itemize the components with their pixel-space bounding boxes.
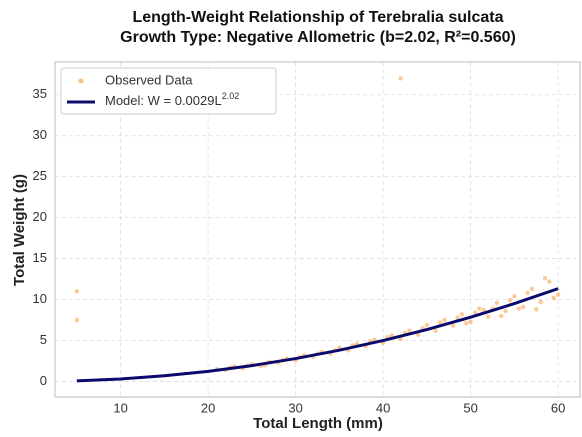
data-point — [503, 308, 508, 314]
x-axis-label: Total Length (mm) — [253, 415, 383, 432]
data-point — [494, 300, 500, 306]
data-point — [551, 295, 556, 301]
data-point — [477, 306, 482, 311]
y-tick-label: 15 — [33, 250, 47, 265]
data-point — [450, 323, 456, 328]
x-tick-label: 50 — [463, 400, 477, 415]
y-tick-label: 35 — [33, 86, 47, 101]
legend-exponent: 2.02 — [222, 91, 240, 101]
data-point — [529, 286, 535, 292]
y-tick-label: 5 — [40, 332, 47, 347]
data-point — [534, 307, 539, 312]
chart-title: Length-Weight Relationship of Terebralia… — [132, 9, 503, 26]
data-point — [499, 313, 504, 319]
data-point — [74, 289, 80, 294]
y-tick-label: 20 — [33, 209, 47, 224]
y-tick-label: 0 — [40, 373, 47, 388]
data-point — [516, 306, 521, 311]
data-point — [433, 328, 438, 333]
model-line — [76, 287, 559, 383]
data-point — [442, 317, 447, 323]
data-point — [525, 290, 530, 296]
data-point — [472, 310, 478, 315]
plot-frame — [54, 61, 581, 398]
data-point — [520, 304, 526, 310]
data-point — [542, 276, 548, 281]
legend-marker — [78, 78, 84, 84]
data-point — [468, 319, 473, 324]
legend-box — [60, 67, 277, 115]
y-axis-label: Total Weight (g) — [11, 174, 28, 286]
data-point — [415, 332, 421, 337]
x-tick-label: 60 — [551, 400, 565, 415]
chart-subtitle: Growth Type: Negative Allometric (b=2.02… — [120, 29, 516, 46]
x-tick-label: 10 — [113, 400, 127, 415]
y-tick-label: 25 — [33, 168, 47, 183]
data-point — [555, 292, 561, 297]
data-point — [398, 76, 403, 81]
data-point — [512, 294, 517, 299]
legend-label: Observed Data — [105, 72, 193, 87]
x-tick-label: 30 — [288, 400, 302, 415]
x-tick-label: 20 — [201, 400, 215, 415]
data-point — [74, 317, 80, 323]
data-point — [459, 312, 465, 317]
data-point — [507, 298, 513, 303]
data-point — [547, 279, 552, 284]
y-tick-label: 10 — [33, 291, 47, 306]
legend-text: Model: W = 0.0029L — [105, 93, 222, 108]
data-point — [455, 315, 460, 320]
data-point — [485, 314, 491, 319]
data-point — [538, 299, 543, 305]
x-tick-label: 40 — [376, 400, 390, 415]
data-point — [424, 322, 430, 328]
legend-label: Model: W = 0.0029L2.02 — [105, 91, 239, 108]
data-point — [407, 328, 412, 333]
data-point — [437, 320, 443, 325]
data-point — [464, 321, 469, 326]
y-tick-label: 30 — [33, 127, 47, 142]
